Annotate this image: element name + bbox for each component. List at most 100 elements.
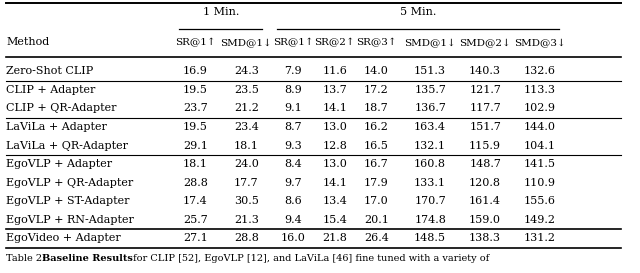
Text: 21.2: 21.2	[234, 103, 259, 113]
Text: 13.0: 13.0	[323, 159, 347, 169]
Text: 9.1: 9.1	[284, 103, 302, 113]
Text: 30.5: 30.5	[234, 196, 259, 206]
Text: 16.0: 16.0	[281, 233, 305, 243]
Text: 17.9: 17.9	[364, 178, 388, 188]
Text: EgoVLP + Adapter: EgoVLP + Adapter	[6, 159, 113, 169]
Text: 133.1: 133.1	[414, 178, 446, 188]
Text: 9.7: 9.7	[284, 178, 302, 188]
Text: 13.7: 13.7	[323, 85, 347, 95]
Text: 23.7: 23.7	[183, 103, 207, 113]
Text: 132.1: 132.1	[414, 141, 446, 150]
Text: 159.0: 159.0	[469, 215, 501, 225]
Text: 151.7: 151.7	[469, 122, 501, 132]
Text: 140.3: 140.3	[469, 66, 501, 76]
Text: 170.7: 170.7	[414, 196, 446, 206]
Text: 19.5: 19.5	[183, 122, 207, 132]
Text: EgoVLP + QR-Adapter: EgoVLP + QR-Adapter	[6, 178, 134, 188]
Text: 132.6: 132.6	[524, 66, 556, 76]
Text: 11.6: 11.6	[323, 66, 347, 76]
Text: SR@3↑: SR@3↑	[356, 38, 397, 47]
Text: EgoVLP + ST-Adapter: EgoVLP + ST-Adapter	[6, 196, 130, 206]
Text: SMD@2↓: SMD@2↓	[460, 38, 511, 47]
Text: SMD@1↓: SMD@1↓	[221, 38, 272, 47]
Text: 121.7: 121.7	[469, 85, 501, 95]
Text: SR@1↑: SR@1↑	[273, 38, 314, 47]
Text: LaViLa + Adapter: LaViLa + Adapter	[6, 122, 108, 132]
Text: SR@1↑: SR@1↑	[175, 38, 216, 47]
Text: 5 Min.: 5 Min.	[400, 7, 436, 17]
Text: 18.7: 18.7	[364, 103, 388, 113]
Text: 16.7: 16.7	[364, 159, 388, 169]
Text: EgoVLP + RN-Adapter: EgoVLP + RN-Adapter	[6, 215, 134, 225]
Text: SMD@3↓: SMD@3↓	[514, 38, 565, 47]
Text: Zero-Shot CLIP: Zero-Shot CLIP	[6, 66, 93, 76]
Text: 18.1: 18.1	[234, 141, 259, 150]
Text: 27.1: 27.1	[183, 233, 207, 243]
Text: LaViLa + QR-Adapter: LaViLa + QR-Adapter	[6, 141, 129, 150]
Text: 104.1: 104.1	[524, 141, 556, 150]
Text: 28.8: 28.8	[183, 178, 207, 188]
Text: 25.7: 25.7	[183, 215, 207, 225]
Text: 8.6: 8.6	[284, 196, 302, 206]
Text: 16.9: 16.9	[183, 66, 207, 76]
Text: 29.1: 29.1	[183, 141, 207, 150]
Text: 117.7: 117.7	[469, 103, 501, 113]
Text: 174.8: 174.8	[414, 215, 446, 225]
Text: 13.0: 13.0	[323, 122, 347, 132]
Text: 28.8: 28.8	[234, 233, 259, 243]
Text: 26.4: 26.4	[364, 233, 388, 243]
Text: 15.4: 15.4	[323, 215, 347, 225]
Text: 9.4: 9.4	[284, 215, 302, 225]
Text: 14.1: 14.1	[323, 178, 347, 188]
Text: 14.1: 14.1	[323, 103, 347, 113]
Text: 102.9: 102.9	[524, 103, 556, 113]
Text: 24.0: 24.0	[234, 159, 259, 169]
Text: 17.0: 17.0	[364, 196, 388, 206]
Text: 23.4: 23.4	[234, 122, 259, 132]
Text: 18.1: 18.1	[183, 159, 207, 169]
Text: 110.9: 110.9	[524, 178, 556, 188]
Text: 141.5: 141.5	[524, 159, 556, 169]
Text: 16.5: 16.5	[364, 141, 388, 150]
Text: 135.7: 135.7	[414, 85, 446, 95]
Text: for CLIP [52], EgoVLP [12], and LaViLa [46] fine tuned with a variety of: for CLIP [52], EgoVLP [12], and LaViLa […	[133, 254, 490, 263]
Text: 149.2: 149.2	[524, 215, 556, 225]
Text: 160.8: 160.8	[414, 159, 446, 169]
Text: 115.9: 115.9	[469, 141, 501, 150]
Text: 113.3: 113.3	[524, 85, 556, 95]
Text: 151.3: 151.3	[414, 66, 446, 76]
Text: 8.4: 8.4	[284, 159, 302, 169]
Text: 161.4: 161.4	[469, 196, 501, 206]
Text: 163.4: 163.4	[414, 122, 446, 132]
Text: 23.5: 23.5	[234, 85, 259, 95]
Text: 17.4: 17.4	[183, 196, 207, 206]
Text: 8.7: 8.7	[284, 122, 302, 132]
Text: 16.2: 16.2	[364, 122, 388, 132]
Text: 148.5: 148.5	[414, 233, 446, 243]
Text: 131.2: 131.2	[524, 233, 556, 243]
Text: 148.7: 148.7	[469, 159, 501, 169]
Text: SMD@1↓: SMD@1↓	[404, 38, 456, 47]
Text: CLIP + Adapter: CLIP + Adapter	[6, 85, 96, 95]
Text: 1 Min.: 1 Min.	[203, 7, 239, 17]
Text: 19.5: 19.5	[183, 85, 207, 95]
Text: 136.7: 136.7	[414, 103, 446, 113]
Text: 24.3: 24.3	[234, 66, 259, 76]
Text: 21.8: 21.8	[323, 233, 347, 243]
Text: EgoVideo + Adapter: EgoVideo + Adapter	[6, 233, 121, 243]
Text: 9.3: 9.3	[284, 141, 302, 150]
Text: 17.2: 17.2	[364, 85, 388, 95]
Text: 20.1: 20.1	[364, 215, 388, 225]
Text: 155.6: 155.6	[524, 196, 556, 206]
Text: Method: Method	[6, 37, 50, 47]
Text: 17.7: 17.7	[234, 178, 259, 188]
Text: 8.9: 8.9	[284, 85, 302, 95]
Text: Table 2:: Table 2:	[6, 254, 49, 263]
Text: SR@2↑: SR@2↑	[314, 38, 355, 47]
Text: 120.8: 120.8	[469, 178, 501, 188]
Text: 7.9: 7.9	[284, 66, 302, 76]
Text: Baseline Results: Baseline Results	[42, 254, 132, 263]
Text: 14.0: 14.0	[364, 66, 388, 76]
Text: CLIP + QR-Adapter: CLIP + QR-Adapter	[6, 103, 117, 113]
Text: 138.3: 138.3	[469, 233, 501, 243]
